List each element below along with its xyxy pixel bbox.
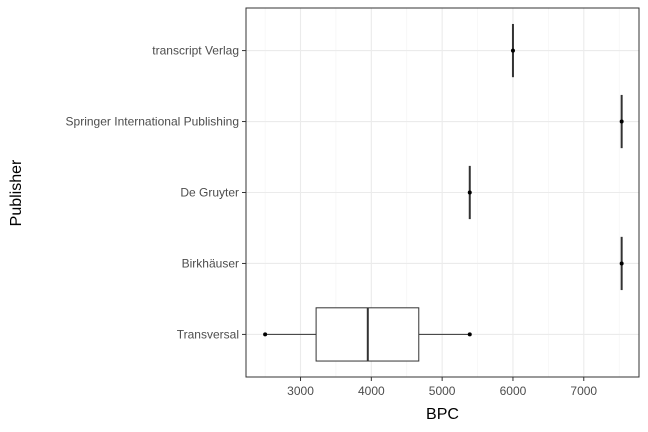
y-tick-label: Springer International Publishing [66, 115, 239, 129]
marks-layer [263, 23, 624, 362]
grid-layer [246, 8, 639, 377]
y-tick-label: Birkhäuser [182, 256, 239, 270]
point-max [467, 332, 472, 337]
y-axis-title: Publisher [8, 159, 25, 226]
box-2 [467, 165, 472, 220]
point [619, 119, 624, 124]
box-4 [510, 23, 515, 78]
x-axis-title: BPC [426, 406, 459, 423]
box-3 [619, 94, 624, 149]
y-tick-label: Transversal [177, 327, 239, 341]
x-tick-label: 7000 [570, 384, 597, 398]
y-tick-label: De Gruyter [180, 186, 239, 200]
x-tick-label: 4000 [358, 384, 385, 398]
point [619, 261, 624, 266]
box-1 [619, 236, 624, 291]
x-tick-label: 3000 [287, 384, 314, 398]
point [467, 190, 472, 195]
ticks-layer: 3000 4000 5000 6000 7000 Transversal Birkhäuse… [66, 44, 598, 398]
x-tick-label: 6000 [500, 384, 527, 398]
point-min [263, 332, 268, 337]
x-tick-label: 5000 [429, 384, 456, 398]
point [510, 48, 515, 53]
y-tick-label: transcript Verlag [152, 44, 239, 58]
box-0 [263, 307, 472, 362]
